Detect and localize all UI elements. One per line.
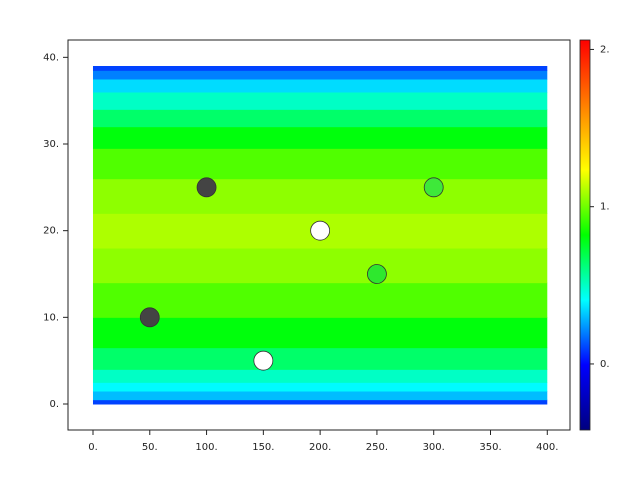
heatmap-cell bbox=[92, 148, 548, 180]
heatmap-cell bbox=[92, 282, 548, 318]
colorbar bbox=[579, 39, 591, 431]
heatmap-cell bbox=[92, 347, 548, 370]
point bbox=[196, 177, 217, 198]
point bbox=[367, 264, 387, 284]
heatmap-cell bbox=[92, 369, 548, 383]
colorbar-tick-label: 2. bbox=[600, 44, 610, 55]
point bbox=[139, 307, 160, 328]
x-tick-label: 200. bbox=[309, 442, 331, 453]
y-tick-label: 10. bbox=[43, 312, 59, 323]
heatmap-cell bbox=[92, 399, 548, 405]
x-tick-label: 50. bbox=[142, 442, 158, 453]
plot-frame bbox=[67, 39, 571, 431]
point bbox=[423, 177, 444, 198]
y-tick-label: 0. bbox=[49, 399, 59, 410]
colorbar-tick-label: 1. bbox=[600, 202, 610, 213]
x-tick-label: 150. bbox=[252, 442, 274, 453]
heatmap-cell bbox=[92, 317, 548, 349]
point bbox=[253, 350, 274, 371]
heatmap-cell bbox=[92, 79, 548, 93]
heatmap-cell bbox=[92, 382, 548, 392]
heatmap-cell bbox=[92, 391, 548, 401]
heatmap-cell bbox=[92, 70, 548, 80]
y-tick-label: 20. bbox=[43, 226, 59, 237]
heatmap-cell bbox=[92, 109, 548, 128]
heatmap-cell bbox=[92, 126, 548, 149]
point bbox=[310, 220, 331, 241]
x-tick-label: 250. bbox=[366, 442, 388, 453]
colorbar-tick-label: 0. bbox=[600, 359, 610, 370]
x-tick-label: 100. bbox=[195, 442, 217, 453]
heatmap-cell bbox=[92, 248, 548, 284]
heatmap-cell bbox=[92, 178, 548, 214]
heatmap-cell bbox=[92, 66, 548, 71]
x-tick-label: 300. bbox=[423, 442, 445, 453]
x-tick-label: 350. bbox=[479, 442, 501, 453]
y-tick-label: 30. bbox=[43, 139, 59, 150]
y-tick-label: 40. bbox=[43, 52, 59, 63]
x-tick-label: 400. bbox=[536, 442, 558, 453]
x-tick-label: 0. bbox=[88, 442, 98, 453]
heatmap-cell bbox=[92, 92, 548, 110]
